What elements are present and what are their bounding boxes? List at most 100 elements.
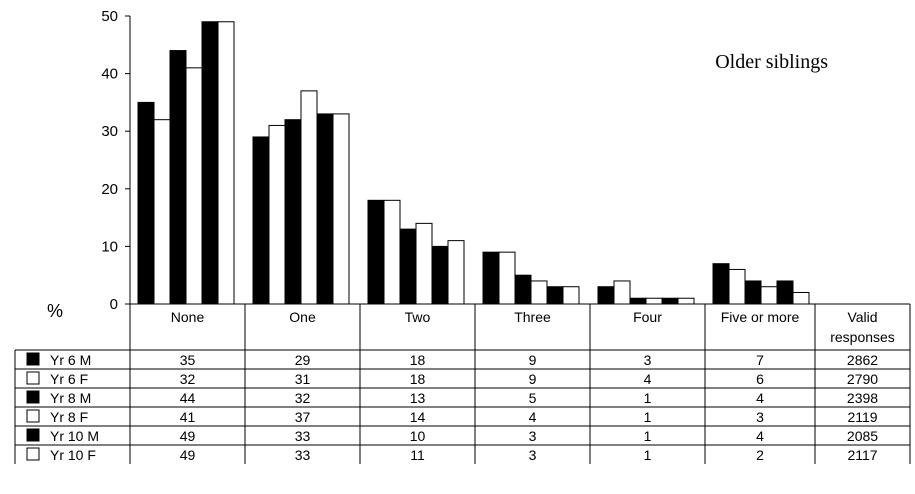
bar (252, 136, 270, 305)
valid-header-line2: responses (830, 329, 895, 345)
legend-swatch (26, 428, 40, 442)
valid-responses-value: 2117 (847, 447, 877, 463)
bar (284, 119, 302, 305)
series-label: Yr 8 M (50, 390, 91, 406)
valid-header-line1: Valid (847, 309, 877, 325)
data-label: 31 (295, 371, 311, 387)
bar (383, 199, 401, 305)
data-label: 14 (410, 409, 426, 425)
category-label: Five or more (721, 309, 800, 325)
data-label: 49 (180, 447, 196, 463)
data-label: 37 (295, 409, 311, 425)
valid-responses-value: 2398 (847, 390, 878, 406)
bar (332, 113, 350, 305)
bar (169, 50, 187, 305)
category-label: None (171, 309, 205, 325)
bar (514, 274, 532, 305)
valid-responses-value: 2119 (847, 409, 877, 425)
valid-responses-value: 2862 (847, 352, 878, 368)
bar (268, 124, 286, 305)
data-label: 4 (756, 390, 764, 406)
bar (728, 268, 746, 305)
data-label: 4 (756, 428, 764, 444)
data-label: 29 (295, 352, 311, 368)
bar (677, 297, 695, 305)
bar (300, 90, 318, 305)
data-label: 32 (180, 371, 196, 387)
bar (792, 291, 810, 305)
bar (562, 286, 580, 305)
data-label: 2 (756, 447, 764, 463)
data-label: 35 (180, 352, 196, 368)
series-label: Yr 6 F (50, 371, 88, 387)
data-label: 3 (644, 352, 652, 368)
data-label: 32 (295, 390, 311, 406)
data-label: 11 (410, 447, 425, 463)
bar (744, 280, 762, 305)
category-label: One (289, 309, 316, 325)
legend-swatch (26, 371, 40, 385)
data-label: 4 (644, 371, 652, 387)
legend-swatch (26, 390, 40, 404)
bar (645, 297, 663, 305)
category-label: Four (633, 309, 662, 325)
valid-responses-value: 2085 (847, 428, 878, 444)
data-label: 9 (529, 371, 537, 387)
data-label: 10 (410, 428, 426, 444)
data-label: 3 (529, 447, 537, 463)
bar (597, 286, 615, 305)
data-label: 7 (756, 352, 764, 368)
y-tick-label: 40 (101, 66, 118, 83)
series-label: Yr 10 F (50, 447, 96, 463)
bar (399, 228, 417, 305)
chart-title: Older siblings (715, 51, 828, 73)
series-label: Yr 6 M (50, 352, 91, 368)
data-label: 18 (410, 352, 426, 368)
data-label: 5 (529, 390, 537, 406)
bar (482, 251, 500, 305)
category-label: Two (405, 309, 431, 325)
bar (201, 21, 219, 305)
bar (447, 240, 465, 305)
bar (137, 101, 155, 305)
data-label: 33 (295, 428, 311, 444)
legend-swatch (26, 447, 40, 461)
legend-swatch (26, 409, 40, 423)
data-label: 1 (644, 428, 652, 444)
bar (530, 280, 548, 305)
bar (613, 280, 631, 305)
data-label: 3 (529, 428, 537, 444)
data-label: 41 (180, 409, 196, 425)
bar (629, 297, 647, 305)
data-table: None One Two Three Four Five or more Valid resp… (14, 303, 911, 464)
bar (760, 286, 778, 305)
data-label: 3 (756, 409, 764, 425)
data-label: 44 (180, 390, 196, 406)
y-tick-label: 20 (101, 181, 118, 198)
y-axis-label: % (47, 301, 63, 321)
y-tick-label: 50 (101, 8, 118, 25)
plot-area: 0 10 20 30 40 50 (101, 8, 810, 313)
data-label: 49 (180, 428, 196, 444)
category-label: Three (514, 309, 551, 325)
bar (431, 245, 449, 305)
bar (661, 297, 679, 305)
data-label: 13 (410, 390, 426, 406)
bar (316, 113, 334, 305)
bar (776, 280, 794, 305)
bar (217, 21, 235, 305)
bar (498, 251, 516, 305)
bar (712, 263, 730, 305)
data-label: 1 (644, 390, 652, 406)
series-label: Yr 8 F (50, 409, 88, 425)
bar (185, 67, 203, 305)
data-label: 1 (644, 409, 652, 425)
y-tick-label: 10 (101, 238, 118, 255)
data-label: 4 (529, 409, 537, 425)
data-label: 6 (756, 371, 764, 387)
legend-swatch (26, 352, 40, 366)
data-label: 1 (644, 447, 652, 463)
bar (546, 286, 564, 305)
